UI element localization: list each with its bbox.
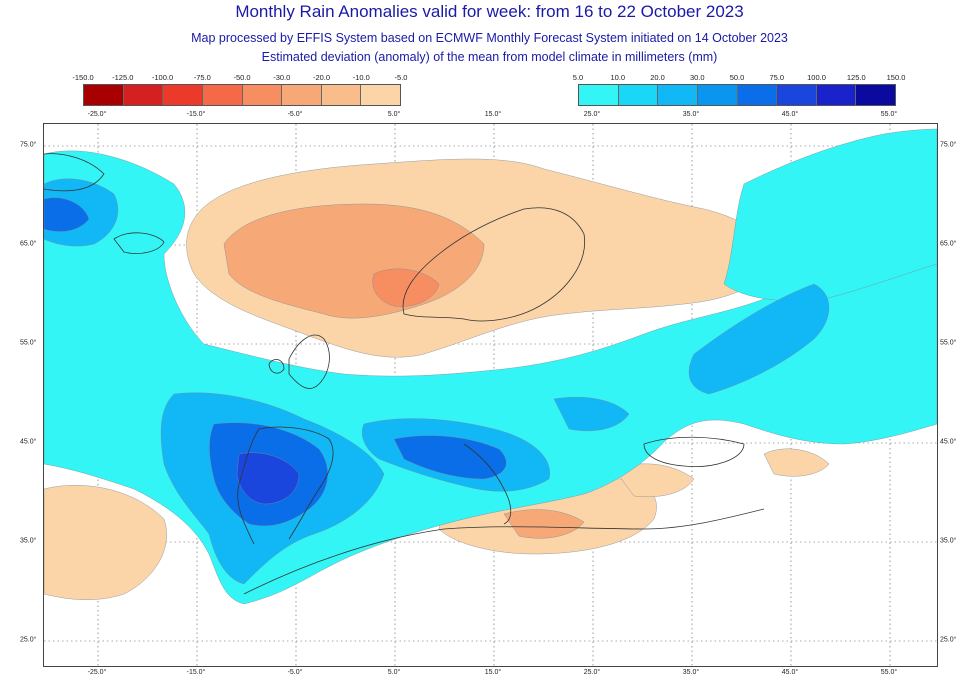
longitude-tick-label: -5.0° (287, 669, 303, 676)
latitude-tick-label: 25.0° (20, 636, 37, 644)
latitude-tick-label: 25.0° (940, 636, 957, 644)
map-subtitle-description: Estimated deviation (anomaly) of the mea… (261, 50, 718, 64)
longitude-tick-label: 5.0° (387, 111, 401, 118)
legend-tick-label: -75.0 (193, 73, 211, 82)
legend-tick-label: -50.0 (233, 73, 251, 82)
legend-color-bin (123, 85, 164, 105)
coastline-greenland (44, 153, 105, 192)
coastline-iceland (113, 232, 165, 254)
longitude-tick-label: 45.0° (781, 111, 799, 118)
legend-tick-label: 30.0 (689, 73, 705, 82)
legend-color-bin (737, 85, 778, 105)
legend-color-bin (361, 85, 400, 105)
longitude-tick-label: 15.0° (484, 669, 502, 676)
map-subtitle-source: Map processed by EFFIS System based on E… (191, 31, 788, 45)
legend-tick-label: 20.0 (650, 73, 665, 82)
legend-color-bin (321, 85, 362, 105)
latitude-tick-label: 35.0° (20, 537, 37, 545)
legend-tick-label: 125.0 (846, 73, 866, 82)
anomaly-map (43, 123, 938, 667)
map-canvas (44, 124, 937, 666)
coastline-north-africa (243, 508, 765, 595)
legend-tick-label: 50.0 (729, 73, 745, 82)
longitude-tick-label: 55.0° (880, 111, 898, 118)
coastlines (44, 153, 765, 595)
legend-color-bin (84, 85, 124, 105)
latitude-tick-label: 65.0° (20, 240, 37, 248)
legend-tick-label: 75.0 (769, 73, 785, 82)
legend-color-bin (618, 85, 659, 105)
coastline-iberia (237, 426, 334, 545)
legend-tick-label: 10.0 (610, 73, 626, 82)
longitude-tick-label: -25.0° (87, 111, 107, 118)
latitude-tick-label: 45.0° (20, 438, 37, 446)
legend-tick-label: -30.0 (273, 73, 291, 82)
latitude-tick-label: 65.0° (940, 240, 957, 248)
legend-tick-label: -10.0 (352, 73, 370, 82)
legend-color-bin (202, 85, 243, 105)
zone-south-norway-dry (372, 268, 440, 307)
zone-libya-dry (503, 509, 585, 539)
map-title: Monthly Rain Anomalies valid for week: f… (235, 2, 744, 21)
zone-alps-core-wet (393, 435, 507, 480)
legend-color-bin (816, 85, 857, 105)
negative-anomaly-zones (44, 158, 830, 600)
longitude-tick-label: 25.0° (583, 669, 601, 676)
legend-negative-colorbar (83, 84, 401, 106)
legend-color-bin (777, 85, 817, 105)
zone-middle-east-dry (763, 448, 830, 477)
legend-color-bin (579, 85, 619, 105)
longitude-tick-label: 15.0° (484, 111, 502, 118)
legend-color-bin (697, 85, 738, 105)
legend-tick-label: 5.0 (572, 73, 584, 82)
zone-arctic-russia-wet (723, 128, 937, 302)
zone-balkans-wet (553, 396, 630, 432)
longitude-tick-label: 45.0° (781, 669, 799, 676)
legend-negative-labels: -150.0 -125.0 -100.0 -75.0 -50.0 -30.0 -20.0 -1… (72, 73, 407, 83)
latitude-tick-label: 55.0° (940, 339, 957, 347)
zone-greenland-core-wet (44, 197, 90, 232)
legend-color-bin (658, 85, 698, 105)
coastline-italy (463, 443, 512, 525)
legend-negative-anomaly: -150.0 -125.0 -100.0 -75.0 -50.0 -30.0 -20.0 -1… (72, 73, 407, 106)
zone-russia-plain-wet (688, 283, 830, 395)
latitude-tick-label: 75.0° (940, 141, 957, 149)
legend-positive-labels: 5.0 10.0 20.0 30.0 50.0 75.0 100.0 125.0 150.0 (573, 73, 906, 83)
zone-iberia-wet-core (236, 452, 300, 505)
longitude-tick-label: -5.0° (287, 111, 303, 118)
legend-color-bin (856, 85, 895, 105)
latitude-tick-label: 45.0° (940, 438, 957, 446)
legend-tick-label: -150.0 (72, 73, 94, 82)
positive-anomaly-zones (44, 128, 937, 605)
legend-color-bin (282, 85, 322, 105)
coastline-british-isles (268, 334, 330, 389)
longitude-tick-label: 25.0° (583, 111, 601, 118)
legend-tick-label: -5.0 (394, 73, 408, 82)
legend-positive-colorbar (578, 84, 896, 106)
longitude-tick-label: -15.0° (186, 669, 206, 676)
legend-tick-label: -100.0 (151, 73, 174, 82)
legend-tick-label: 150.0 (886, 73, 906, 82)
longitude-tick-label: 5.0° (387, 669, 401, 676)
longitude-tick-label: -25.0° (87, 669, 107, 676)
legend-color-bin (163, 85, 203, 105)
latitude-tick-label: 55.0° (20, 339, 37, 347)
coastline-scandinavia (402, 207, 586, 322)
longitude-tick-label: 55.0° (880, 669, 898, 676)
longitude-tick-label: -15.0° (186, 111, 206, 118)
legend-tick-label: -125.0 (112, 73, 134, 82)
longitude-tick-label: 35.0° (682, 669, 700, 676)
legend-tick-label: 100.0 (807, 73, 826, 82)
coastline-black-sea (643, 436, 745, 467)
legend-tick-label: -20.0 (312, 73, 331, 82)
latitude-tick-label: 35.0° (940, 537, 957, 545)
legend-color-bin (242, 85, 283, 105)
latitude-tick-label: 75.0° (20, 141, 37, 149)
longitude-tick-label: 35.0° (682, 111, 700, 118)
zone-eastern-med-dry (613, 463, 695, 497)
legend-positive-anomaly: 5.0 10.0 20.0 30.0 50.0 75.0 100.0 125.0 150.0 (573, 73, 906, 106)
zone-atlantic-southwest-dry (44, 485, 167, 600)
